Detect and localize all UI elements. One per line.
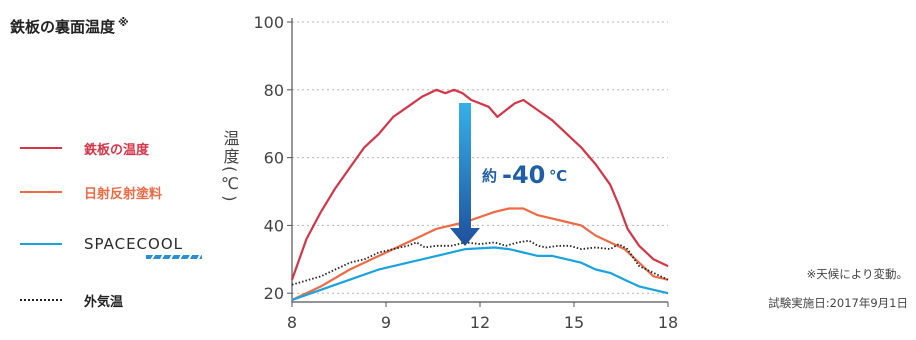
difference-arrow <box>450 103 480 246</box>
spacecool-logo-text: SPACECOOL <box>84 235 183 253</box>
x-tick-label-12: 12 <box>470 313 490 332</box>
note-weather: ※天候により変動。 <box>806 267 908 281</box>
x-tick-label-15: 15 <box>564 313 584 332</box>
chart-title-text: 鉄板の裏面温度 <box>10 18 116 36</box>
legend-swatch-reflective-paint <box>20 191 62 193</box>
legend-item-spacecool: SPACECOOL <box>20 234 202 259</box>
note-test-date: 試験実施日:2017年9月1日 <box>768 296 908 310</box>
legend-item-outdoor-temp: 外気温 <box>20 290 123 310</box>
annotation-prefix: 約 <box>482 167 497 185</box>
title-footnote-mark: ※ <box>118 16 129 29</box>
spacecool-logo: SPACECOOL <box>84 235 202 259</box>
legend-item-reflective-paint: 日射反射塗料 <box>20 182 162 202</box>
annotation-value: -40 <box>502 161 545 189</box>
x-tick-label-8: 8 <box>287 313 297 332</box>
y-tick-label-60: 60 <box>264 149 284 168</box>
legend-swatch-steel <box>20 147 62 149</box>
y-tick-label-40: 40 <box>264 216 284 235</box>
legend-swatch-spacecool <box>20 243 62 245</box>
legend-swatch-outdoor-temp <box>20 299 62 301</box>
series-line-3 <box>291 239 669 286</box>
legend-label-reflective-paint: 日射反射塗料 <box>84 186 163 202</box>
y-tick-label-100: 100 <box>253 13 284 32</box>
x-tick-label-18: 18 <box>658 313 678 332</box>
series-line-1 <box>291 207 669 301</box>
legend-item-steel: 鉄板の温度 <box>20 138 149 158</box>
spacecool-logo-stripe <box>146 255 202 259</box>
x-tick-label-9: 9 <box>381 313 391 332</box>
series-line-0 <box>290 88 669 281</box>
chart-title: 鉄板の裏面温度 ※ <box>10 16 129 37</box>
legend-label-steel: 鉄板の温度 <box>84 142 150 158</box>
notes: ※天候により変動。 試験実施日:2017年9月1日 <box>768 260 908 318</box>
y-axis-label: 温度(℃) <box>220 130 239 203</box>
legend-label-outdoor-temp: 外気温 <box>84 294 124 310</box>
series-line-2 <box>291 246 669 302</box>
annotation-unit: ℃ <box>549 167 567 185</box>
y-tick-label-20: 20 <box>264 284 284 303</box>
y-tick-label-80: 80 <box>264 81 284 100</box>
